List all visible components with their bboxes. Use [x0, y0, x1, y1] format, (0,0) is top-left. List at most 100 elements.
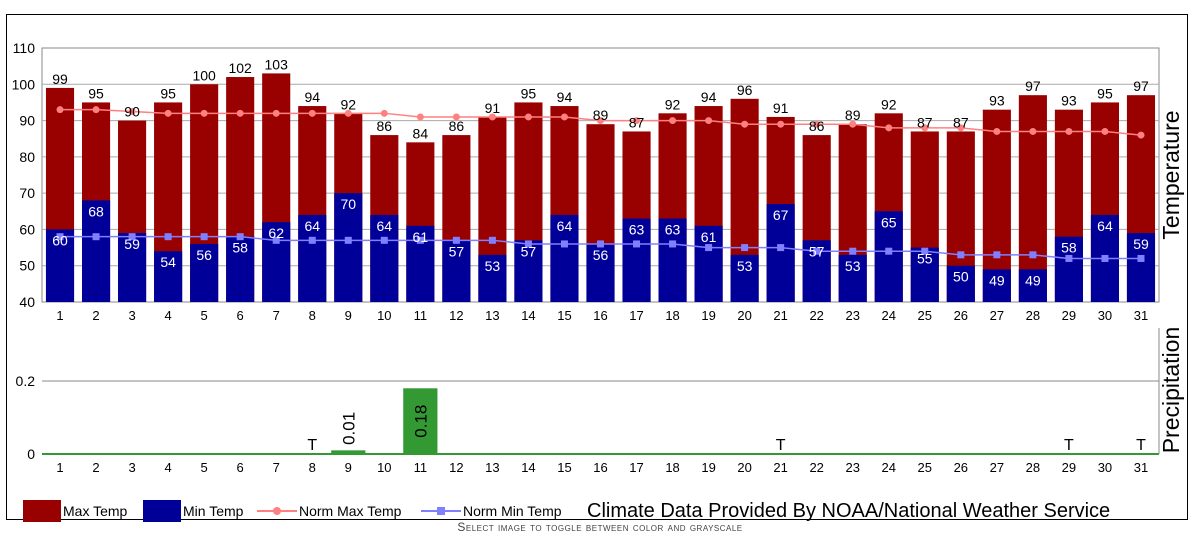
norm-max-temp-point: [128, 108, 136, 115]
min-temp-bar: [81, 200, 111, 302]
norm-min-temp-point: [56, 233, 64, 241]
precip-x-tick-label: 31: [1134, 460, 1148, 475]
norm-max-temp-point: [957, 124, 965, 132]
temp-x-tick-label: 10: [377, 308, 391, 323]
min-temp-bar: [982, 269, 1011, 302]
min-temp-bar: [442, 240, 471, 302]
norm-min-temp-point: [452, 236, 460, 244]
temp-x-tick-label: 20: [737, 308, 751, 323]
precip-x-tick-label: 20: [737, 460, 751, 475]
norm-min-temp-point: [92, 233, 100, 241]
norm-max-temp-point: [380, 109, 388, 117]
temp-x-tick-label: 12: [449, 308, 463, 323]
min-temp-bar: [190, 243, 219, 302]
min-temp-data-label: 54: [160, 254, 176, 270]
precip-x-tick-label: 12: [449, 460, 463, 475]
min-temp-data-label: 57: [449, 243, 465, 259]
min-temp-bar: [658, 218, 687, 302]
precip-x-tick-label: 13: [485, 460, 499, 475]
precip-x-tick-label: 6: [237, 460, 244, 475]
min-temp-data-label: 68: [88, 203, 104, 219]
temp-x-tick-label: 3: [128, 308, 135, 323]
norm-min-temp-point: [597, 240, 604, 248]
precip-x-tick-label: 16: [593, 460, 607, 475]
norm-max-temp-point: [1101, 127, 1109, 135]
temp-x-tick-label: 14: [521, 308, 535, 323]
max-temp-data-label: 94: [701, 89, 717, 105]
legend-max-temp: Max Temp: [23, 498, 127, 524]
min-temp-bar: [1126, 233, 1156, 302]
max-temp-data-label: 93: [1061, 93, 1077, 109]
norm-max-temp-point: [1065, 127, 1073, 135]
temp-x-tick-label: 26: [954, 308, 968, 323]
norm-max-temp-point: [1137, 131, 1145, 139]
norm-min-temp-point: [380, 236, 388, 244]
min-temp-bar: [766, 204, 795, 302]
precip-x-tick-label: 28: [1026, 460, 1040, 475]
max-temp-data-label: 93: [989, 93, 1005, 109]
temp-x-tick-label: 30: [1098, 308, 1112, 323]
precip-x-tick-label: 30: [1098, 460, 1112, 475]
legend-max-temp-label: Max Temp: [63, 503, 128, 519]
precip-trace-label: T: [307, 437, 317, 454]
temp-x-tick-label: 28: [1026, 308, 1040, 323]
precip-x-tick-label: 2: [92, 460, 99, 475]
max-temp-data-label: 94: [304, 89, 320, 105]
precip-bar: [403, 388, 438, 454]
temp-x-tick-label: 18: [665, 308, 679, 323]
precip-x-tick-label: 7: [273, 460, 280, 475]
min-temp-bar: [838, 254, 867, 302]
temp-x-tick-label: 25: [918, 308, 932, 323]
norm-max-temp-point: [993, 127, 1001, 135]
precip-x-tick-label: 26: [954, 460, 968, 475]
max-temp-data-label: 95: [521, 85, 537, 101]
chart-frame[interactable]: 40 50 60 70 80 90 100 110 99 95 90 95 100 102 103 94 92 8…: [6, 14, 1188, 522]
min-temp-bar: [910, 247, 939, 302]
norm-max-temp-point: [669, 117, 677, 125]
precip-x-tick-label: 11: [414, 460, 428, 475]
precip-y-axis-title: Precipitation: [1158, 327, 1184, 454]
min-temp-data-label: 60: [52, 232, 68, 248]
norm-min-temp-point: [669, 240, 677, 248]
max-temp-data-label: 97: [1025, 78, 1041, 94]
min-temp-data-label: 63: [665, 222, 681, 238]
temp-x-tick-label: 24: [882, 308, 896, 323]
legend-norm-min-temp: Norm Min Temp: [421, 498, 562, 524]
min-temp-data-label: 50: [953, 269, 969, 285]
min-temp-data-label: 57: [809, 243, 825, 259]
max-temp-data-label: 92: [881, 96, 897, 112]
toggle-caption[interactable]: Select image to toggle between color and…: [457, 520, 743, 534]
max-temp-data-label: 100: [192, 67, 216, 83]
precip-y-tick-label: 0.2: [16, 373, 36, 389]
norm-min-temp-point: [560, 240, 568, 248]
min-temp-bar: [1018, 269, 1047, 302]
precip-x-tick-label: 17: [629, 460, 643, 475]
max-temp-data-label: 97: [1133, 78, 1149, 94]
temp-x-tick-label: 6: [237, 308, 244, 323]
precip-x-tick-label: 1: [56, 460, 63, 475]
min-temp-data-label: 58: [232, 240, 248, 256]
temp-x-tick-label: 27: [990, 308, 1004, 323]
temp-x-tick-label: 23: [845, 308, 859, 323]
max-temp-data-label: 99: [52, 71, 68, 87]
precip-x-tick-label: 23: [845, 460, 859, 475]
norm-min-temp-point: [885, 247, 893, 255]
norm-min-temp-point: [272, 236, 280, 244]
norm-min-temp-point: [236, 233, 244, 241]
min-temp-data-label: 53: [485, 258, 501, 274]
min-temp-data-label: 58: [1061, 240, 1077, 256]
norm-min-temp-point: [921, 247, 929, 255]
max-temp-data-label: 91: [485, 100, 501, 116]
norm-max-temp-point: [200, 109, 208, 117]
temp-x-tick-label: 11: [414, 308, 428, 323]
norm-min-temp-point: [164, 233, 172, 241]
precip-x-tick-label: 24: [882, 460, 896, 475]
min-temp-data-label: 55: [917, 251, 933, 267]
precip-x-tick-label: 9: [345, 460, 352, 475]
norm-max-temp-point: [597, 117, 604, 125]
temp-x-tick-label: 22: [809, 308, 823, 323]
min-temp-data-label: 49: [1025, 272, 1041, 288]
min-temp-bar: [45, 229, 75, 302]
temp-y-tick-label: 100: [12, 76, 36, 92]
min-temp-bar: [550, 214, 579, 302]
